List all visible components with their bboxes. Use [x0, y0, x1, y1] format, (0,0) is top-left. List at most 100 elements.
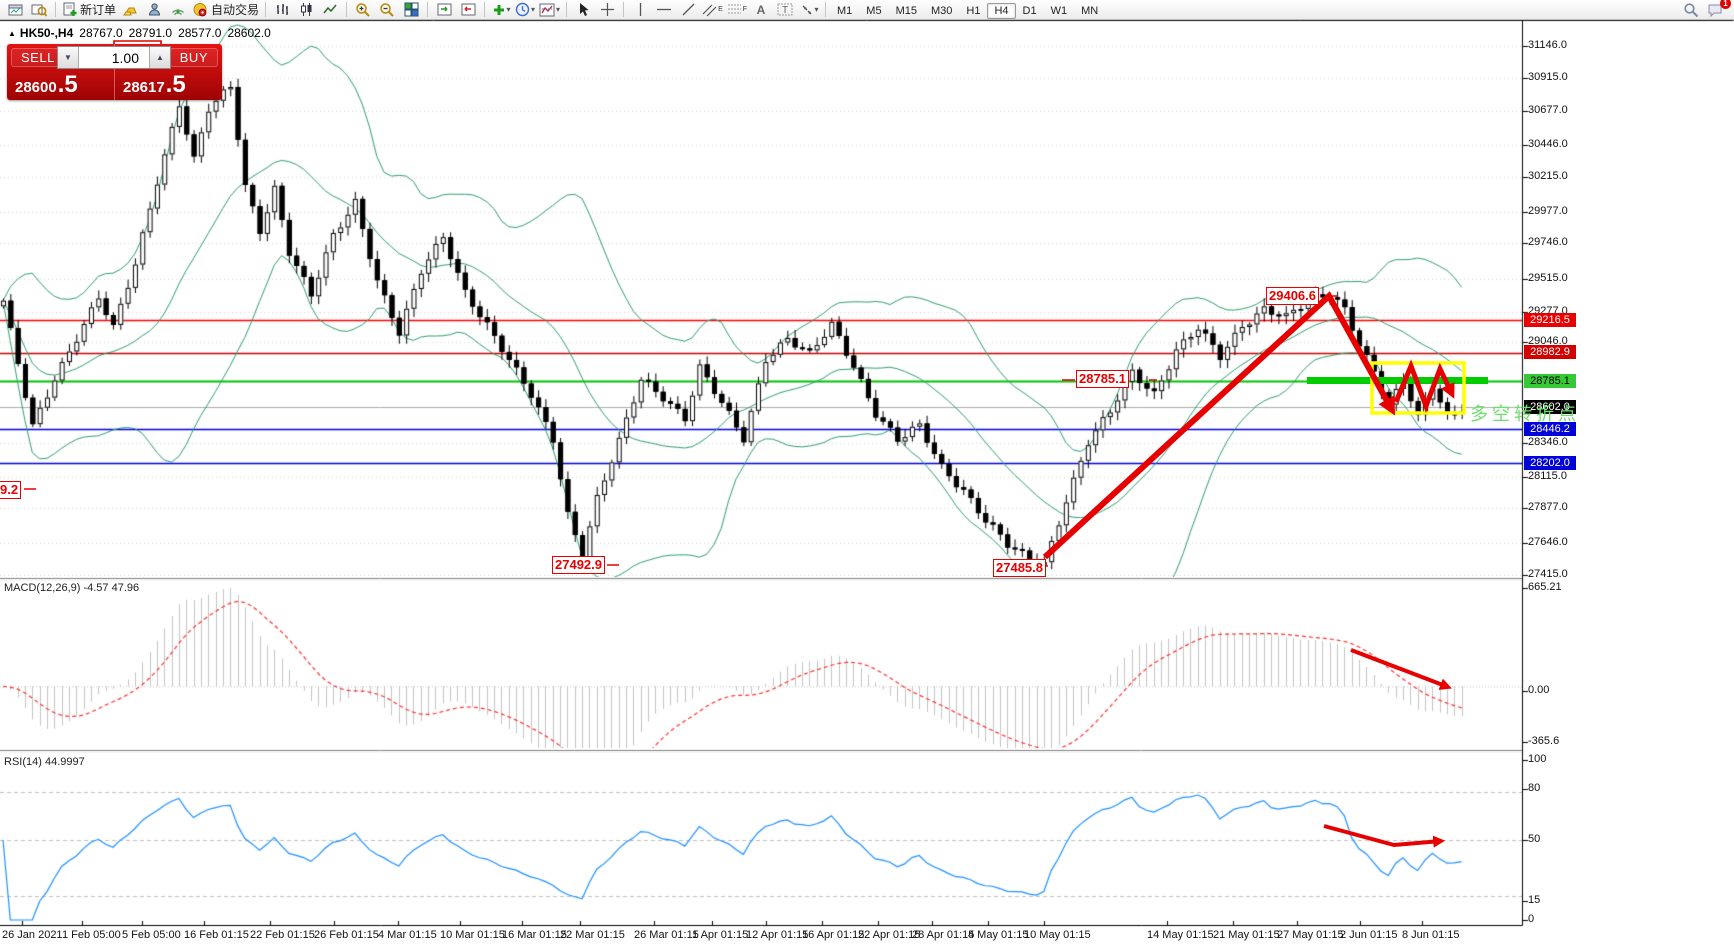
chat-icon[interactable]: 1 — [1703, 0, 1731, 19]
buy-price: 28617 .5 — [123, 71, 186, 99]
candlestick-chart-type-icon[interactable] — [294, 1, 318, 19]
timeframe-h4[interactable]: H4 — [987, 2, 1016, 19]
text-tool-icon[interactable]: A — [749, 1, 773, 19]
price-tick-label: 29977.0 — [1528, 205, 1568, 217]
cursor-tool-icon[interactable] — [571, 1, 595, 19]
level-price-callout: 28785.1 — [1076, 370, 1129, 388]
search-icon[interactable] — [1679, 1, 1703, 19]
toolbar-separator — [55, 2, 56, 17]
price-tick-label: 28346.0 — [1528, 436, 1568, 448]
text-letter: A — [756, 2, 766, 17]
toolbar-separator — [566, 2, 568, 17]
price-tick-label: 30446.0 — [1528, 138, 1568, 150]
price-tick-label: 50 — [1528, 833, 1541, 845]
bar-chart-type-icon[interactable] — [270, 1, 294, 19]
time-axis-label: 22 Mar 01:15 — [560, 929, 625, 941]
time-axis-label: 21 May 01:15 — [1213, 929, 1280, 941]
fibo-letter: F — [742, 6, 748, 13]
price-tick-label: 27877.0 — [1528, 501, 1568, 513]
indicators-dropdown-caret[interactable]: ▾ — [506, 5, 511, 14]
price-tick-label: 29515.0 — [1528, 272, 1568, 284]
time-axis-label: 1 Apr 01:15 — [692, 929, 749, 941]
templates-icon[interactable]: ▾ — [537, 1, 562, 19]
volume-stepper[interactable]: ▼ 1.00 ▲ — [57, 46, 171, 69]
crosshair-tool-icon[interactable] — [595, 1, 619, 19]
main-toolbar: 新订单 自动交易 — [0, 0, 1734, 20]
arrows-dropdown-caret[interactable]: ▾ — [814, 5, 819, 14]
symbol-period: HK50-,H4 — [19, 26, 74, 40]
profiles-icon[interactable] — [27, 1, 51, 19]
arrows-tool-icon[interactable]: ▾ — [797, 1, 821, 19]
timeframe-m30[interactable]: M30 — [930, 4, 953, 17]
buy-price-frac: .5 — [165, 71, 186, 98]
time-axis-label: 4 May 01:15 — [968, 929, 1029, 941]
time-axis-label: 2 Jun 01:15 — [1340, 929, 1398, 941]
time-axis-label: 26 Mar 01:15 — [634, 929, 699, 941]
volume-increase-button[interactable]: ▲ — [149, 47, 170, 68]
templates-dropdown-caret[interactable]: ▾ — [556, 5, 561, 14]
time-axis-label: 4 Mar 01:15 — [378, 929, 437, 941]
label-tool-icon[interactable]: T — [773, 1, 797, 19]
collapse-arrow-icon[interactable]: ▲ — [8, 29, 16, 38]
expert-advisors-icon[interactable] — [142, 1, 166, 19]
time-axis-label: 26 Jan 2021 — [2, 929, 63, 941]
price-tick-label: 30215.0 — [1528, 170, 1568, 182]
timeframe-h1[interactable]: H1 — [966, 4, 981, 17]
buy-button[interactable]: BUY 28617 .5 — [114, 44, 222, 100]
periods-icon[interactable]: ▾ — [513, 1, 537, 19]
low-left-price-callout: 27492.9 — [552, 556, 605, 574]
new-chart-icon[interactable] — [3, 1, 27, 19]
fibonacci-tool-icon[interactable]: F — [725, 1, 749, 19]
timeframe-d1[interactable]: D1 — [1022, 4, 1037, 17]
indicators-icon[interactable]: ▾ — [489, 1, 513, 19]
notification-badge[interactable]: 1 — [1720, 0, 1731, 9]
toolbar-right-group: 1 — [1679, 0, 1731, 19]
signals-icon[interactable] — [166, 1, 190, 19]
channel-tool-icon[interactable]: E — [700, 1, 725, 19]
price-tick-label: 28115.0 — [1528, 470, 1567, 482]
price-tick-label: 27415.0 — [1528, 568, 1568, 580]
tile-windows-icon[interactable] — [399, 1, 423, 19]
price-tick-label: 29046.0 — [1528, 335, 1568, 347]
one-click-trading-panel: SELL 28600 .5 BUY 28617 .5 ▼ 1.00 ▲ — [7, 44, 222, 100]
peak-price-callout: 29406.6 — [1266, 287, 1319, 305]
high-value: 28791.0 — [128, 26, 173, 40]
new-order-button[interactable]: 新订单 — [60, 1, 118, 19]
timeframe-m5[interactable]: M5 — [866, 4, 882, 17]
price-badge: 28446.2 — [1524, 422, 1576, 436]
new-order-label: 新订单 — [80, 3, 117, 17]
volume-decrease-button[interactable]: ▼ — [58, 47, 79, 68]
timeframe-m15[interactable]: M15 — [895, 4, 917, 17]
low-value: 28577.0 — [178, 26, 222, 40]
vertical-line-tool-icon[interactable] — [628, 1, 652, 19]
trendline-tool-icon[interactable] — [676, 1, 700, 19]
deposit-icon[interactable] — [118, 1, 142, 19]
auto-scroll-icon[interactable] — [432, 1, 456, 19]
auto-trading-button[interactable]: 自动交易 — [190, 1, 261, 19]
horizontal-line-tool-icon[interactable] — [652, 1, 676, 19]
price-tick-label: 30677.0 — [1528, 104, 1568, 116]
timeframe-mn[interactable]: MN — [1081, 4, 1099, 17]
buy-label: BUY — [169, 48, 218, 67]
toolbar-separator — [484, 2, 486, 17]
price-tick-label: -365.6 — [1528, 735, 1560, 747]
price-tick-label: 27646.0 — [1528, 536, 1568, 548]
time-axis-label: 28 Apr 01:15 — [912, 929, 975, 941]
toolbar-separator — [825, 2, 827, 17]
chart-shift-icon[interactable] — [456, 1, 480, 19]
price-tick-label: 665.21 — [1528, 581, 1562, 593]
timeframe-m1[interactable]: M1 — [837, 4, 853, 17]
channel-letter: E — [718, 6, 723, 13]
time-axis-label: 14 May 01:15 — [1147, 929, 1214, 941]
line-chart-type-icon[interactable] — [318, 1, 342, 19]
zoom-in-icon[interactable] — [351, 1, 375, 19]
time-axis-label: 22 Apr 01:15 — [858, 929, 921, 941]
periods-dropdown-caret[interactable]: ▾ — [531, 5, 536, 14]
time-axis-label: 10 Mar 01:15 — [440, 929, 505, 941]
timeframe-w1[interactable]: W1 — [1050, 4, 1068, 17]
open-value: 28767.0 — [79, 26, 123, 40]
time-axis-label: 16 Apr 01:15 — [802, 929, 865, 941]
zoom-out-icon[interactable] — [375, 1, 399, 19]
time-axis-label: 16 Mar 01:15 — [502, 929, 567, 941]
